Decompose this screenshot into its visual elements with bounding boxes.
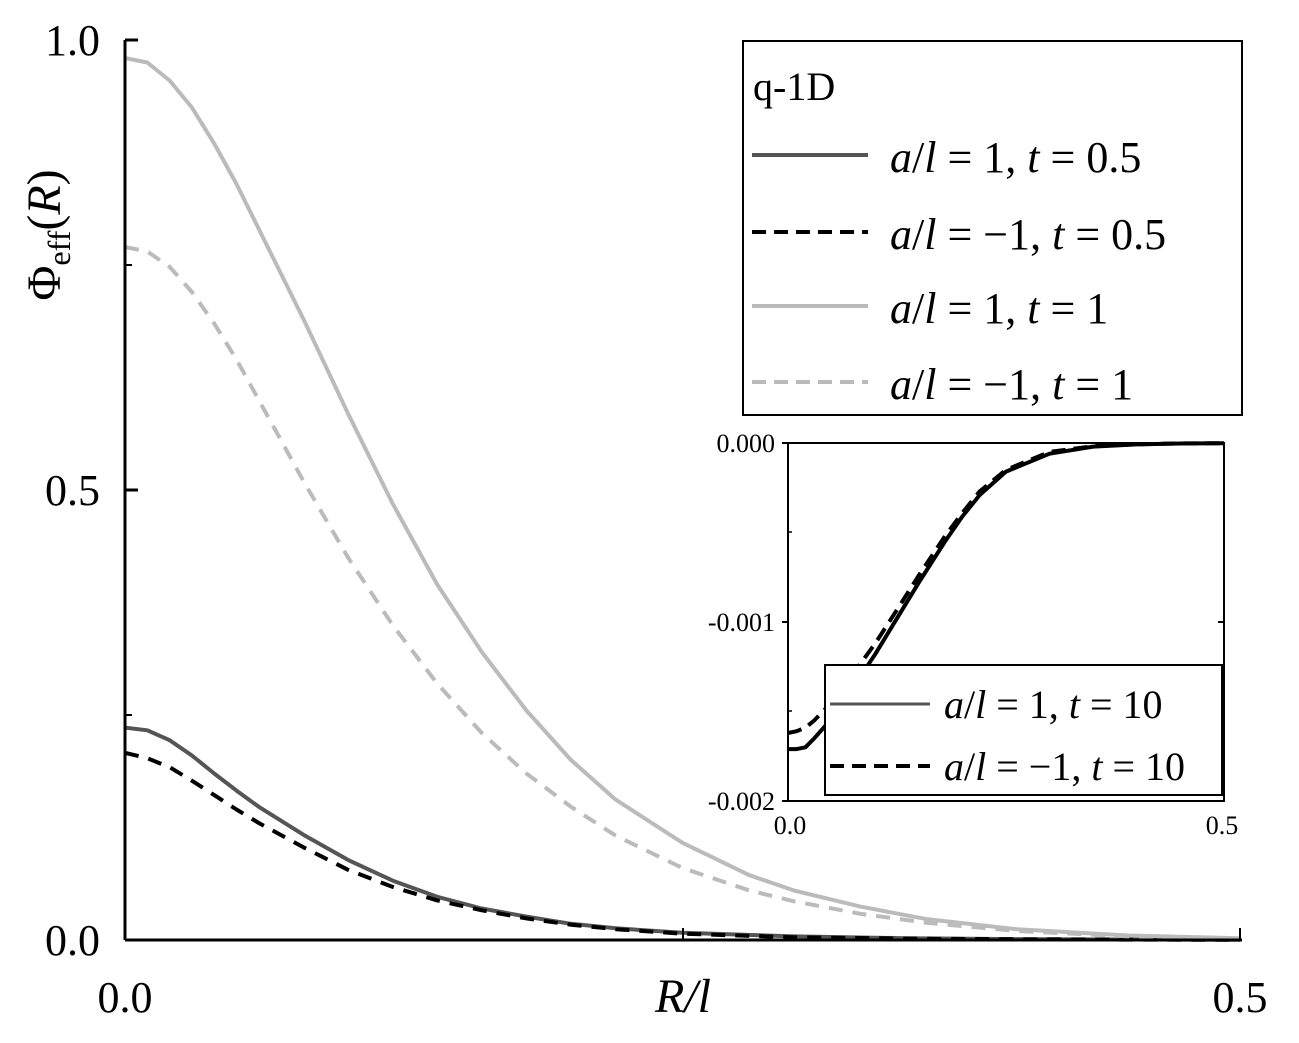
main-series-line-4 xyxy=(124,245,1241,941)
inset-series-line-2 xyxy=(787,441,1225,735)
legend-label-3: a/l = 1, t = 1 xyxy=(890,284,1108,333)
main-x-tick-label: 0.5 xyxy=(1213,973,1268,1022)
inset-y-tick-label: -0.001 xyxy=(708,608,775,637)
main-x-tick-label: 0.0 xyxy=(98,973,153,1022)
legend-title: q-1D xyxy=(753,64,835,109)
main-series-group xyxy=(124,56,1241,942)
main-plot: 1.0 0.5 0.0 0.0 0.5 R/l Φeff(R) xyxy=(18,16,1268,1023)
inset-plot: 0.000 -0.001 -0.002 0.0 0.5 a/l = 1, t =… xyxy=(680,425,1240,840)
inset-series-group xyxy=(787,441,1225,752)
inset-legend-box xyxy=(824,664,1223,796)
main-series-line-2 xyxy=(124,750,1241,942)
main-series-line-3 xyxy=(124,56,1241,941)
main-y-axis-label: Φeff(R) xyxy=(18,169,77,300)
inset-x-tick-label: 0.5 xyxy=(1206,811,1239,840)
inset-x-tick-label: 0.0 xyxy=(774,811,807,840)
inset-y-tick-label: -0.002 xyxy=(708,787,775,816)
main-legend: q-1D a/l = 1, t = 0.5 a/l = −1, t = 0.5 … xyxy=(742,40,1243,416)
inset-legend-label-2: a/l = −1, t = 10 xyxy=(944,744,1185,789)
main-y-tick-label: 0.0 xyxy=(45,916,100,965)
main-y-tick-label: 1.0 xyxy=(45,16,100,65)
inset-y-tick-label: 0.000 xyxy=(717,429,776,458)
main-x-axis-label: R/l xyxy=(654,970,711,1023)
main-y-tick-label: 0.5 xyxy=(45,466,100,515)
main-legend-box xyxy=(742,40,1243,416)
legend-label-4: a/l = −1, t = 1 xyxy=(890,360,1133,409)
legend-label-2: a/l = −1, t = 0.5 xyxy=(890,210,1166,259)
inset-legend-label-1: a/l = 1, t = 10 xyxy=(944,682,1163,727)
legend-label-1: a/l = 1, t = 0.5 xyxy=(890,133,1141,182)
